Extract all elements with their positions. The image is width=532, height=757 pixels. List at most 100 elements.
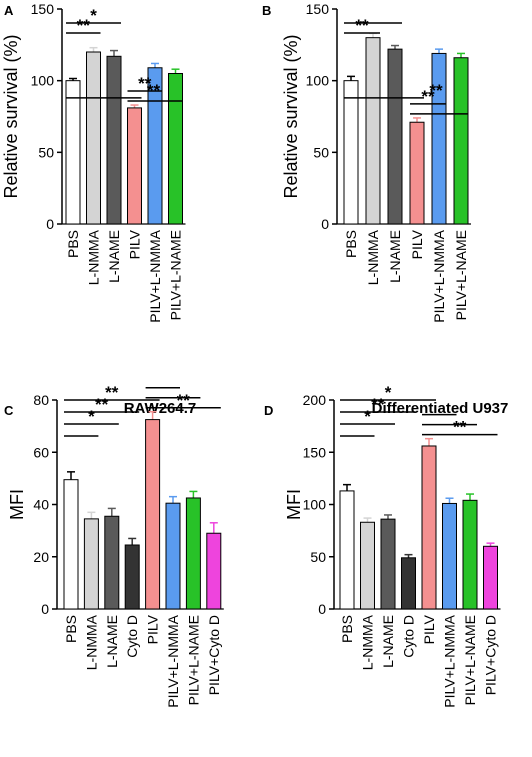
y-axis-title: MFI — [284, 489, 304, 520]
bar-l-name — [106, 55, 122, 225]
bar-l-name — [387, 48, 403, 225]
category-label: Cyto D — [124, 615, 140, 658]
bar-pilv-l-nmma — [431, 52, 447, 225]
category-label: PILV — [421, 614, 437, 644]
significance-label: ** — [77, 16, 91, 35]
bar-pilv-cyto-d — [483, 545, 498, 610]
category-label: PILV+L-NMMA — [431, 229, 447, 322]
bar-pilv — [409, 121, 425, 225]
bar-cyto-d — [124, 544, 140, 610]
significance-label: ** — [177, 391, 191, 410]
panel-letter: D — [264, 403, 273, 418]
bar-cyto-d — [401, 557, 416, 610]
y-tick-label: 50 — [310, 549, 326, 565]
y-tick-label: 50 — [313, 144, 329, 160]
significance-label: * — [90, 6, 97, 25]
y-tick-label: 150 — [31, 1, 55, 17]
bar-pilv-l-name — [453, 57, 469, 225]
bar-pilv — [145, 419, 161, 610]
bar-l-name — [104, 515, 120, 610]
y-tick-label: 200 — [303, 392, 327, 408]
bar-pilv — [127, 107, 142, 225]
bar-pilv-l-nmma — [442, 502, 457, 610]
category-label: PILV+L-NAME — [453, 230, 469, 320]
significance-label: ** — [355, 16, 369, 35]
bar-pilv-l-name — [462, 499, 478, 610]
significance-label: * — [385, 383, 392, 402]
category-label: L-NMMA — [360, 614, 376, 670]
significance-label: ** — [421, 87, 435, 106]
bar-pilv-l-nmma — [147, 67, 163, 225]
category-label: L-NMMA — [83, 614, 99, 670]
significance-label: ** — [138, 74, 152, 93]
category-label: PILV — [409, 229, 425, 259]
bar-pilv-cyto-d — [206, 532, 222, 610]
bar-pilv-l-nmma — [165, 502, 181, 610]
bar-l-nmma — [86, 51, 101, 225]
y-tick-label: 100 — [303, 497, 327, 513]
category-label: PILV — [145, 614, 161, 644]
category-label: PBS — [339, 615, 355, 643]
panel-letter: C — [4, 403, 14, 418]
category-label: L-NMMA — [365, 229, 381, 285]
y-tick-label: 100 — [306, 73, 330, 89]
significance-label: * — [364, 407, 371, 426]
category-label: PILV+L-NMMA — [147, 229, 163, 322]
category-label: PILV+L-NAME — [462, 615, 478, 705]
bar-pilv — [421, 445, 437, 610]
y-tick-label: 0 — [321, 216, 329, 232]
y-tick-label: 100 — [31, 73, 55, 89]
bar-l-name — [380, 518, 396, 610]
y-tick-label: 60 — [33, 444, 49, 460]
significance-label: ** — [105, 383, 119, 402]
category-label: PILV — [127, 229, 143, 259]
category-label: L-NAME — [380, 615, 396, 668]
y-tick-label: 0 — [46, 216, 54, 232]
bar-pbs — [343, 80, 359, 225]
panel-letter: B — [262, 3, 271, 18]
category-label: Cyto D — [401, 615, 417, 658]
bar-l-nmma — [360, 521, 375, 610]
panel-a: A Relative survival (%) 0 50 100 150 PBS L-NMMA… — [1, 1, 186, 323]
y-tick-label: 80 — [33, 392, 49, 408]
y-axis-title: Relative survival (%) — [281, 34, 301, 198]
category-label: PILV+L-NMMA — [165, 614, 181, 707]
significance-label: ** — [453, 418, 467, 437]
y-tick-label: 40 — [33, 497, 49, 513]
panel-b: B Relative survival (%) 0 50 100 150 PBS L-NMMA… — [262, 1, 471, 323]
bar-pilv-l-name — [168, 73, 183, 225]
bar-l-nmma — [83, 518, 99, 610]
category-label: L-NMMA — [86, 229, 102, 285]
category-label: PBS — [65, 230, 81, 258]
category-label: PBS — [63, 615, 79, 643]
category-label: PILV+Cyto D — [483, 615, 499, 695]
y-tick-label: 150 — [303, 444, 327, 460]
bar-pbs — [65, 80, 81, 225]
y-axis-title: MFI — [7, 489, 27, 520]
category-label: PILV+L-NAME — [168, 230, 184, 320]
category-label: L-NAME — [387, 230, 403, 283]
y-tick-label: 50 — [38, 144, 54, 160]
category-label: L-NAME — [106, 230, 122, 283]
panel-letter: A — [4, 3, 14, 18]
y-tick-label: 150 — [306, 1, 330, 17]
significance-label: ** — [371, 395, 385, 414]
significance-label: ** — [429, 81, 443, 100]
y-tick-label: 0 — [318, 601, 326, 617]
y-axis-title: Relative survival (%) — [1, 34, 21, 198]
bar-pbs — [63, 479, 79, 610]
y-tick-label: 20 — [33, 549, 49, 565]
significance-label: * — [88, 407, 95, 426]
bar-pilv-l-name — [185, 497, 201, 610]
bar-l-nmma — [365, 37, 381, 225]
category-label: PBS — [343, 230, 359, 258]
bar-pbs — [339, 490, 355, 610]
category-label: PILV+L-NAME — [185, 615, 201, 705]
category-label: PILV+Cyto D — [206, 615, 222, 695]
category-label: PILV+L-NMMA — [442, 614, 458, 707]
y-tick-label: 0 — [41, 601, 49, 617]
category-label: L-NAME — [104, 615, 120, 668]
